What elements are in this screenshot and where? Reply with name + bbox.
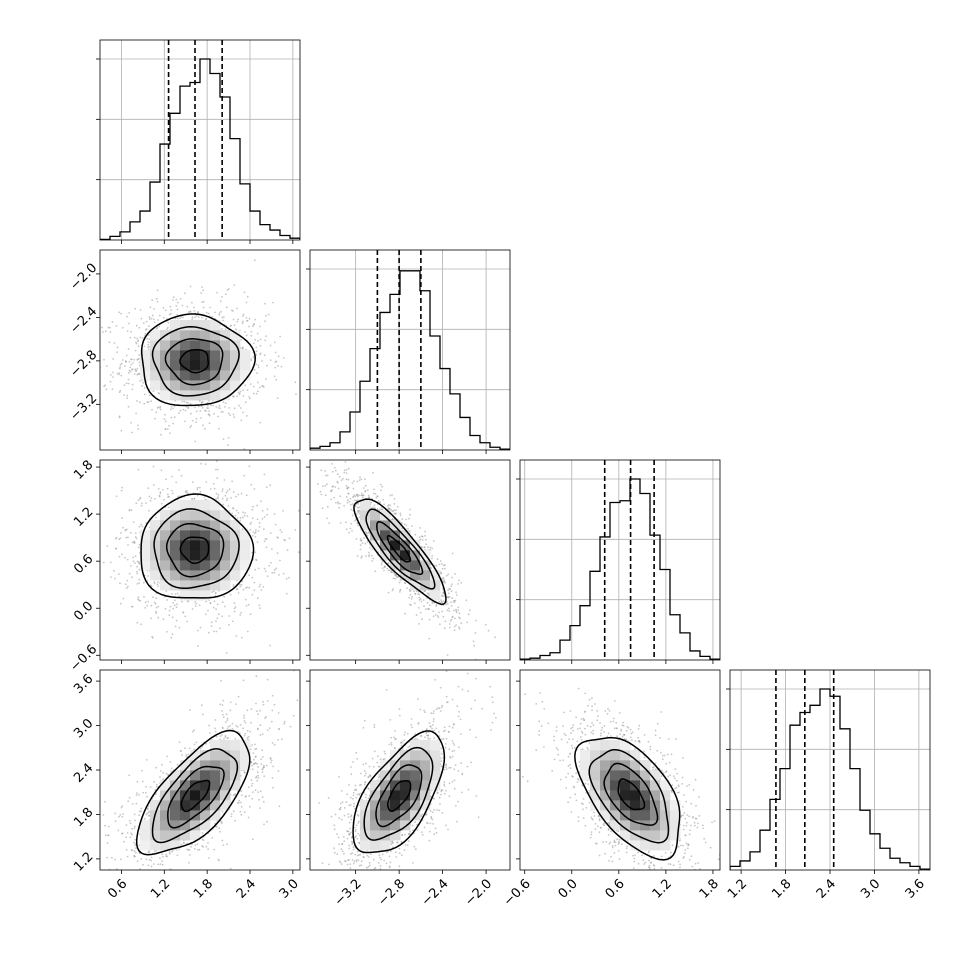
y-tick-label: 1.2: [71, 849, 96, 874]
contour-0: [617, 778, 646, 811]
x-tick-label: −2.8: [375, 876, 408, 909]
y-tick-label: −2.0: [67, 261, 100, 294]
x-tick-label: −3.2: [332, 876, 365, 909]
x-tick-label: 2.4: [814, 876, 839, 901]
contour-2: [365, 508, 436, 590]
x-tick-label: 0.6: [105, 876, 130, 901]
contour-0: [179, 349, 209, 374]
y-tick-label: 1.2: [71, 505, 96, 530]
contour-3: [353, 498, 447, 605]
contour-0: [179, 536, 210, 565]
panel-frame: [309, 459, 511, 661]
panel-frame: [729, 669, 931, 871]
x-tick-label: 1.8: [769, 876, 794, 901]
x-tick-label: 1.8: [191, 876, 216, 901]
y-tick-label: −0.6: [67, 642, 100, 675]
panel-3-1: [306, 669, 511, 874]
x-tick-label: 0.0: [556, 876, 581, 901]
panel-frame: [309, 669, 511, 871]
contour-3: [574, 736, 681, 861]
panel-frame: [99, 669, 301, 871]
y-tick-label: 3.0: [71, 716, 96, 741]
panel-3-3: [726, 669, 931, 874]
y-tick-label: −2.8: [67, 348, 100, 381]
contour-2: [588, 748, 670, 844]
y-tick-label: 0.6: [71, 552, 96, 577]
density-cells: [360, 740, 441, 851]
panel-2-1: [306, 459, 511, 664]
panel-2-2: [516, 459, 721, 664]
panel-2-0: [96, 459, 301, 664]
contour-3: [135, 729, 251, 856]
panel-1-1: [306, 249, 511, 454]
x-tick-label: 3.0: [858, 876, 883, 901]
y-tick-label: −3.2: [67, 391, 100, 424]
histogram-3: [730, 688, 930, 870]
histogram-0: [100, 58, 300, 240]
x-tick-label: −2.0: [462, 876, 495, 909]
panel-frame: [99, 249, 301, 451]
x-tick-label: 1.2: [650, 876, 675, 901]
histogram-1: [310, 270, 510, 450]
x-tick-label: 1.2: [725, 876, 750, 901]
contour-0: [180, 779, 211, 813]
x-tick-label: 1.8: [697, 876, 722, 901]
panel-frame: [99, 459, 301, 661]
contour-2: [363, 746, 434, 841]
x-tick-label: 2.4: [234, 876, 259, 901]
y-tick-label: −2.4: [67, 304, 100, 337]
contour-1: [165, 522, 225, 578]
y-tick-label: 2.4: [71, 761, 96, 786]
panel-0-0: [96, 39, 301, 244]
contour-1: [376, 521, 424, 576]
histogram-2: [520, 478, 720, 660]
y-tick-label: 1.8: [71, 458, 96, 483]
y-tick-label: 1.8: [71, 805, 96, 830]
contour-1: [375, 764, 423, 828]
x-tick-label: 0.6: [603, 876, 628, 901]
panel-frame: [309, 249, 511, 451]
y-tick-label: 0.0: [71, 599, 96, 624]
contour-3: [352, 730, 446, 854]
x-tick-label: −0.6: [501, 876, 534, 909]
contour-3: [140, 313, 256, 407]
density-cells: [580, 740, 681, 851]
panel-frame: [519, 459, 721, 661]
panel-frame: [519, 669, 721, 871]
contour-2: [151, 326, 240, 397]
x-tick-label: 3.6: [903, 876, 928, 901]
panel-frame: [99, 39, 301, 241]
panel-3-0: [96, 669, 301, 874]
contour-1: [167, 765, 225, 829]
panel-1-0: [96, 249, 301, 454]
x-tick-label: 1.2: [148, 876, 173, 901]
contour-2: [151, 748, 239, 844]
contour-3: [140, 493, 255, 599]
contour-1: [603, 762, 659, 826]
x-tick-label: 3.0: [277, 876, 302, 901]
contour-0: [386, 534, 412, 563]
y-tick-label: 3.6: [71, 672, 96, 697]
density-cells: [140, 320, 251, 401]
contour-0: [387, 780, 412, 812]
panel-3-2: [516, 669, 721, 874]
contour-2: [153, 508, 240, 590]
contour-1: [164, 338, 224, 386]
x-tick-label: −2.4: [419, 876, 452, 909]
